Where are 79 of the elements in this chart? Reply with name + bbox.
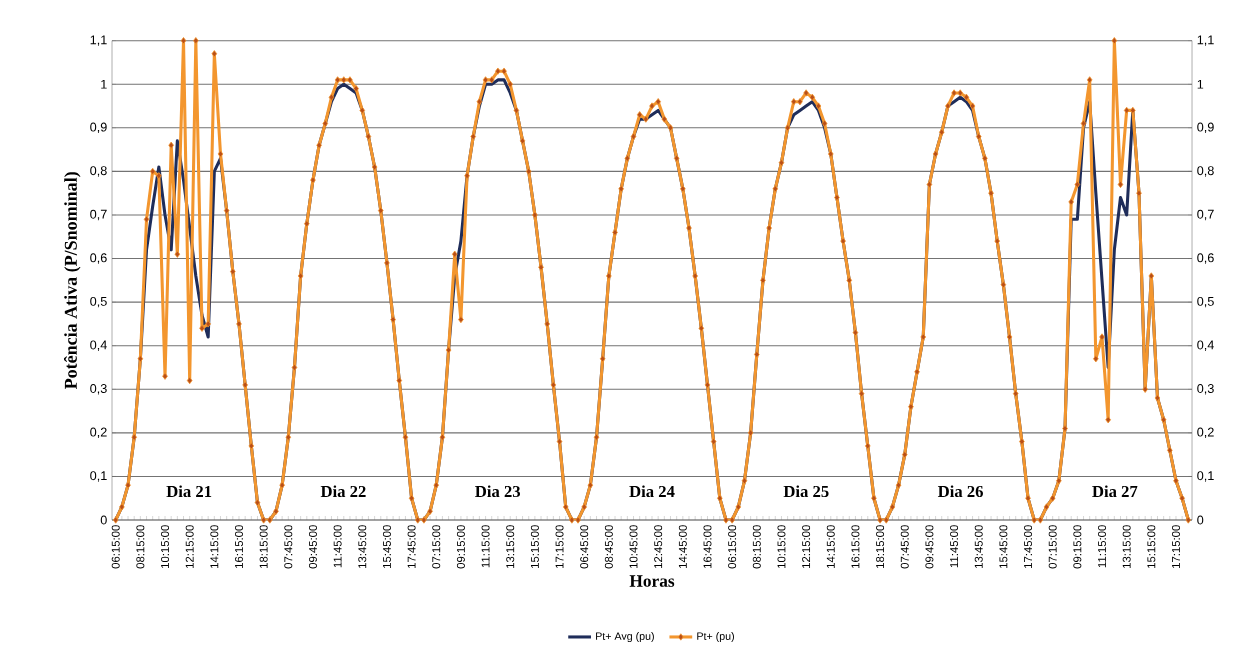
y2-tick-label: 0,7 xyxy=(1197,209,1214,221)
y-tick-label: 0,1 xyxy=(90,471,107,482)
y-tick-label: 1 xyxy=(101,79,107,89)
annotation: Dia 25 xyxy=(783,485,829,498)
y-tick-label: 0,9 xyxy=(90,122,107,134)
x-tick-label: 13:15:00 xyxy=(1122,525,1131,568)
x-tick-label: 10:45:00 xyxy=(629,525,638,568)
x-tick-label: 14:15:00 xyxy=(210,525,219,568)
x-tick-label: 08:15:00 xyxy=(752,525,761,569)
y-tick-label: 0,6 xyxy=(90,253,107,264)
y2-tick-label: 0,2 xyxy=(1197,427,1214,439)
x-tick-label: 11:15:00 xyxy=(481,525,490,568)
x-tick-label: 07:15:00 xyxy=(432,525,441,569)
y2-tick-label: 0,1 xyxy=(1197,471,1214,482)
x-tick-label: 17:45:00 xyxy=(407,525,416,568)
x-tick-label: 08:45:00 xyxy=(604,525,613,569)
x-tick-label: 13:45:00 xyxy=(358,525,367,568)
x-tick-label: 17:15:00 xyxy=(555,525,564,568)
x-tick-label: 16:15:00 xyxy=(234,525,243,568)
annotation: Dia 24 xyxy=(629,485,675,498)
x-tick-label: 14:45:00 xyxy=(678,525,687,568)
x-tick-label: 15:15:00 xyxy=(530,525,539,568)
y2-tick-label: 1 xyxy=(1197,79,1204,89)
x-tick-label: 12:15:00 xyxy=(185,525,194,568)
x-tick-label: 16:45:00 xyxy=(703,525,712,568)
x-tick-label: 09:45:00 xyxy=(925,525,934,569)
y2-tick-label: 1,1 xyxy=(1197,35,1214,46)
x-tick-label: 13:15:00 xyxy=(506,525,515,568)
x-tick-label: 06:15:00 xyxy=(728,525,737,569)
y-tick-label: 0,8 xyxy=(90,166,107,177)
y2-tick-label: 0,8 xyxy=(1197,166,1214,177)
x-tick-label: 12:45:00 xyxy=(654,525,663,568)
x-tick-label: 15:45:00 xyxy=(382,525,391,568)
x-tick-label: 14:15:00 xyxy=(826,525,835,568)
y2-tick-label: 0,4 xyxy=(1197,340,1214,351)
x-tick-label: 17:45:00 xyxy=(1024,525,1033,568)
x-tick-label: 07:45:00 xyxy=(284,525,293,569)
y-tick-label: 0,2 xyxy=(90,427,107,439)
x-tick-label: 11:45:00 xyxy=(950,525,959,568)
x-tick-label: 06:15:00 xyxy=(111,525,120,569)
annotation: Dia 27 xyxy=(1092,485,1138,498)
annotation: Dia 23 xyxy=(475,485,521,498)
x-tick-label: 08:15:00 xyxy=(136,525,145,569)
x-tick-label: 11:15:00 xyxy=(1098,525,1107,568)
x-tick-label: 07:45:00 xyxy=(900,525,909,569)
x-tick-label: 09:15:00 xyxy=(1073,525,1082,569)
y-tick-label: 0,3 xyxy=(90,384,107,395)
y2-tick-label: 0,6 xyxy=(1197,253,1214,264)
x-tick-label: 16:15:00 xyxy=(851,525,860,568)
annotation: Dia 26 xyxy=(937,485,983,498)
x-tick-label: 17:15:00 xyxy=(1171,525,1180,568)
annotation: Dia 22 xyxy=(320,485,366,498)
x-tick-label: 09:45:00 xyxy=(308,525,317,569)
y-tick-label: 0,4 xyxy=(90,340,107,351)
x-tick-label: 10:15:00 xyxy=(161,525,170,568)
x-tick-label: 06:45:00 xyxy=(580,525,589,569)
y-tick-label: 0,5 xyxy=(90,296,107,308)
y-tick-label: 1,1 xyxy=(90,35,107,46)
y2-tick-label: 0,3 xyxy=(1197,384,1214,395)
x-tick-label: 07:15:00 xyxy=(1048,525,1057,569)
x-tick-label: 18:15:00 xyxy=(876,525,885,568)
y2-tick-label: 0,9 xyxy=(1197,122,1214,134)
x-axis-title: Horas xyxy=(629,575,675,587)
legend-label: Pt+ (pu) xyxy=(697,632,734,643)
y2-tick-label: 0,5 xyxy=(1197,296,1214,308)
y2-tick-label: 0 xyxy=(1197,515,1204,525)
x-tick-label: 12:15:00 xyxy=(802,525,811,568)
y-tick-label: 0,7 xyxy=(90,209,107,221)
x-tick-label: 10:15:00 xyxy=(777,525,786,568)
x-tick-label: 18:15:00 xyxy=(259,525,268,568)
x-tick-label: 15:15:00 xyxy=(1147,525,1156,568)
x-tick-label: 15:45:00 xyxy=(999,525,1008,568)
y-tick-label: 0 xyxy=(100,515,107,525)
annotation: Dia 21 xyxy=(166,485,212,498)
x-tick-label: 11:45:00 xyxy=(333,525,342,568)
legend-label: Pt+ Avg (pu) xyxy=(596,632,654,643)
x-tick-label: 13:45:00 xyxy=(974,525,983,568)
x-tick-label: 09:15:00 xyxy=(456,525,465,569)
y-axis-title: Potência Ativa (P/Snominal) xyxy=(64,172,81,390)
